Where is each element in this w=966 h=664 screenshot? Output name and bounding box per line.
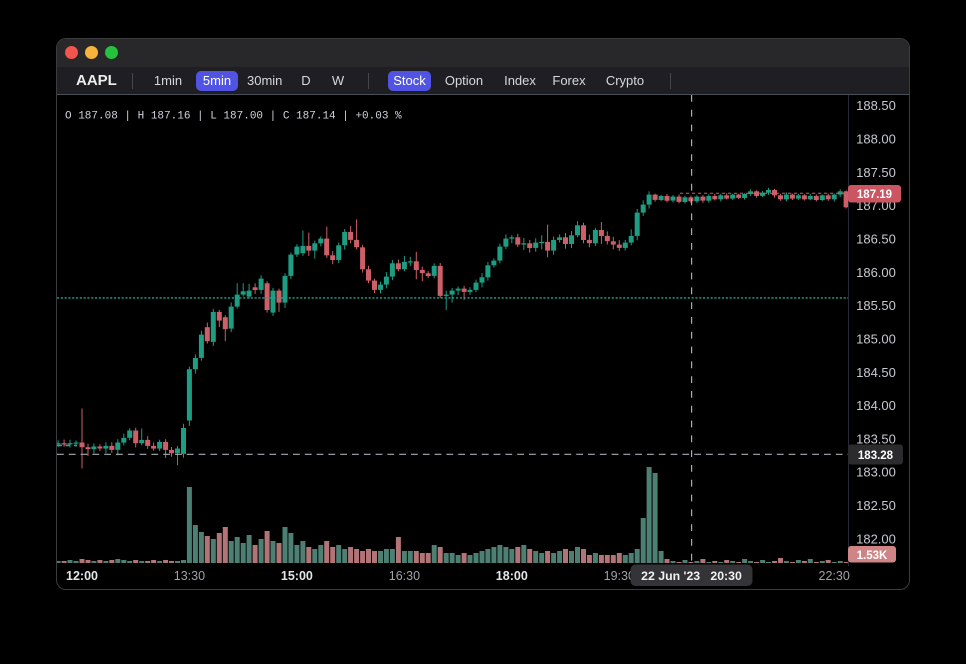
svg-text:1.53K: 1.53K [857, 550, 888, 562]
svg-text:16:30: 16:30 [389, 569, 420, 583]
svg-text:186.00: 186.00 [856, 265, 896, 280]
svg-text:12:00: 12:00 [66, 569, 98, 583]
svg-text:O 187.08 | H 187.16 | L 187.00: O 187.08 | H 187.16 | L 187.00 | C 187.1… [65, 111, 402, 123]
svg-text:13:30: 13:30 [174, 569, 205, 583]
svg-text:182.00: 182.00 [856, 531, 896, 546]
svg-text:185.00: 185.00 [856, 331, 896, 346]
svg-text:15:00: 15:00 [281, 569, 313, 583]
svg-text:185.50: 185.50 [856, 298, 896, 313]
svg-text:188.50: 188.50 [856, 98, 896, 113]
svg-text:186.50: 186.50 [856, 232, 896, 247]
svg-text:187.50: 187.50 [856, 165, 896, 180]
svg-text:183.00: 183.00 [856, 465, 896, 480]
svg-text:184.00: 184.00 [856, 398, 896, 413]
svg-text:22:30: 22:30 [819, 569, 850, 583]
svg-text:18:00: 18:00 [496, 569, 528, 583]
svg-text:182.50: 182.50 [856, 498, 896, 513]
svg-text:22 Jun '23 20:30: 22 Jun '23 20:30 [641, 569, 742, 583]
svg-text:187.19: 187.19 [857, 189, 892, 201]
svg-text:183.28: 183.28 [858, 450, 894, 462]
svg-text:184.50: 184.50 [856, 365, 896, 380]
svg-text:188.00: 188.00 [856, 132, 896, 147]
svg-text:19:30: 19:30 [604, 569, 635, 583]
svg-text:183.50: 183.50 [856, 431, 896, 446]
